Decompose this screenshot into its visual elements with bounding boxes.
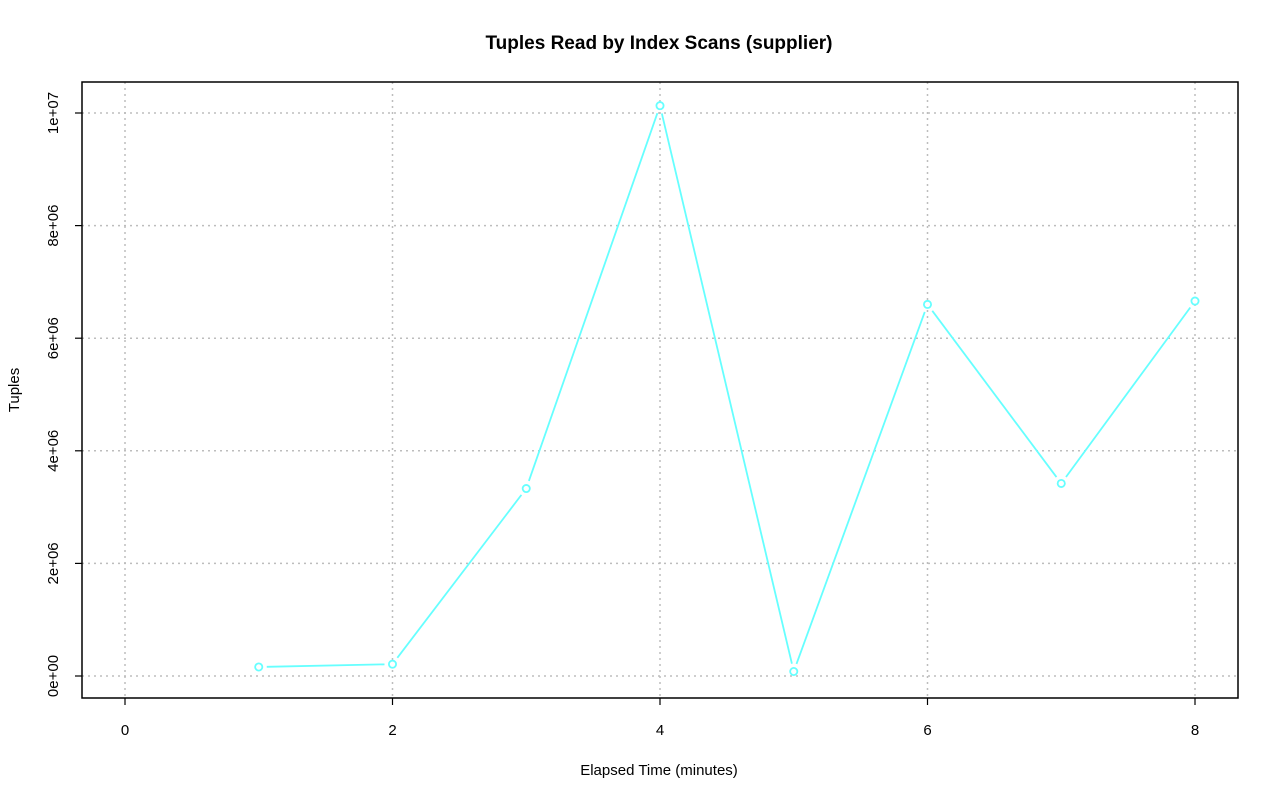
series-line-segment — [266, 663, 385, 668]
chart-title: Tuples Read by Index Scans (supplier) — [485, 33, 832, 54]
series-line-segment — [396, 494, 523, 659]
y-tick-label: 0e+00 — [45, 655, 62, 697]
y-tick-label: 4e+06 — [45, 430, 62, 472]
data-point — [1056, 478, 1066, 488]
x-tick-label: 6 — [923, 722, 931, 739]
x-tick-label: 8 — [1191, 722, 1199, 739]
data-point — [1190, 296, 1200, 306]
y-axis-label: Tuples — [6, 368, 23, 412]
data-point — [387, 659, 397, 669]
y-axis: 0e+00 2e+06 4e+06 6e+06 8e+06 1e+07 — [45, 92, 82, 697]
x-axis: 0 2 4 6 8 — [121, 698, 1199, 739]
y-tick-label: 8e+06 — [45, 205, 62, 247]
series-line-segment — [795, 311, 926, 665]
series-line-segment — [931, 310, 1058, 478]
data-point — [923, 299, 933, 309]
series-line-segment — [660, 113, 793, 664]
series-line-segment — [1065, 306, 1191, 478]
y-tick-label: 2e+06 — [45, 542, 62, 584]
data-point — [789, 666, 799, 676]
grid — [82, 82, 1238, 698]
y-tick-label: 6e+06 — [45, 317, 62, 359]
series-layer — [254, 101, 1200, 676]
data-point — [655, 101, 665, 111]
x-tick-label: 0 — [121, 722, 129, 739]
data-point — [254, 662, 264, 672]
x-tick-label: 4 — [656, 722, 664, 739]
y-tick-label: 1e+07 — [45, 92, 62, 134]
x-tick-label: 2 — [388, 722, 396, 739]
data-point — [521, 484, 531, 494]
series-line-segment — [528, 112, 659, 482]
x-axis-label: Elapsed Time (minutes) — [580, 762, 738, 779]
